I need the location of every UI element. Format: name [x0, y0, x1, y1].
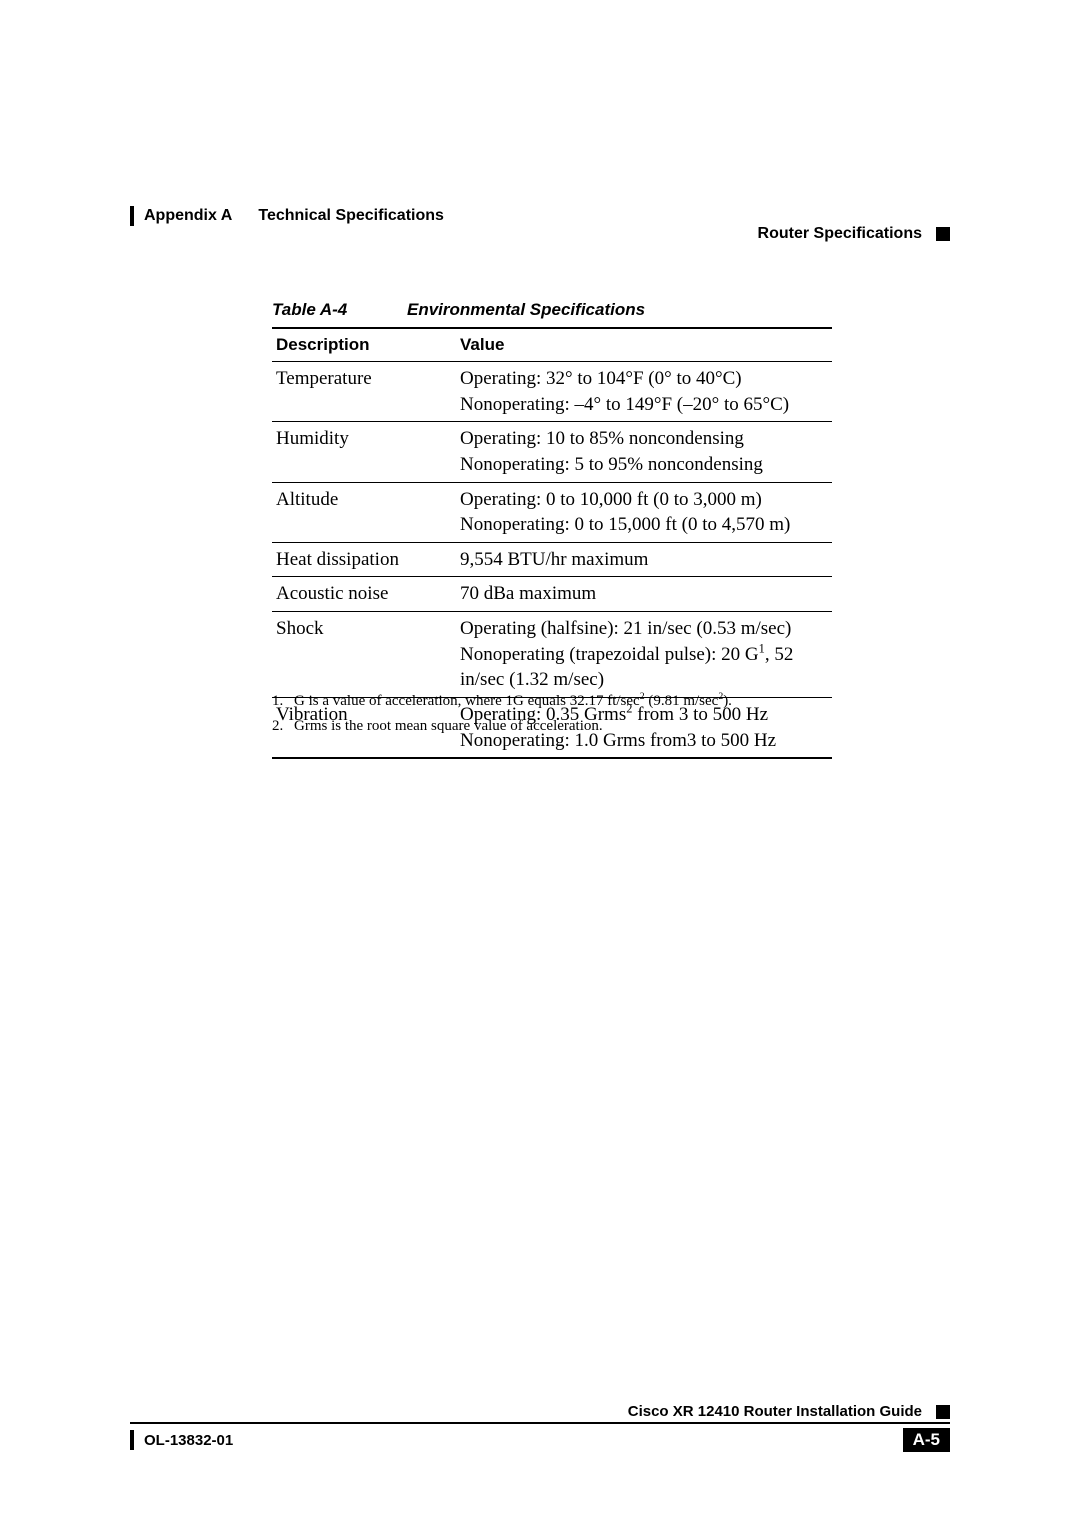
cell-description: Heat dissipation — [272, 542, 456, 577]
cell-value: Operating: 32° to 104°F (0° to 40°C)Nono… — [456, 362, 832, 422]
table-row: HumidityOperating: 10 to 85% noncondensi… — [272, 422, 832, 482]
table-row: Acoustic noise70 dBa maximum — [272, 577, 832, 612]
footer-marker-icon — [936, 1405, 950, 1419]
footer-guide-row: Cisco XR 12410 Router Installation Guide — [628, 1403, 950, 1420]
table-title: Environmental Specifications — [407, 300, 645, 319]
footnote-text: G is a value of acceleration, where 1G e… — [294, 693, 732, 710]
cell-description: Altitude — [272, 482, 456, 542]
footer-doc-number: OL-13832-01 — [144, 1432, 233, 1449]
section-label: Router Specifications — [758, 225, 922, 243]
footnote-text: Grms is the root mean square value of ac… — [294, 718, 603, 735]
cell-description: Humidity — [272, 422, 456, 482]
appendix-label: Appendix A Technical Specifications — [144, 207, 444, 225]
footnote-number: 1. — [272, 693, 294, 710]
cell-description: Temperature — [272, 362, 456, 422]
table-row: TemperatureOperating: 32° to 104°F (0° t… — [272, 362, 832, 422]
table-row: ShockOperating (halfsine): 21 in/sec (0.… — [272, 612, 832, 698]
cell-description: Acoustic noise — [272, 577, 456, 612]
cell-value: 9,554 BTU/hr maximum — [456, 542, 832, 577]
footer-rule — [130, 1422, 950, 1424]
page-number: A-5 — [903, 1428, 950, 1452]
cell-value: Operating (halfsine): 21 in/sec (0.53 m/… — [456, 612, 832, 698]
header-mark-icon — [130, 206, 134, 226]
cell-description: Shock — [272, 612, 456, 698]
cell-value: Operating: 10 to 85% noncondensingNonope… — [456, 422, 832, 482]
footnotes: 1.G is a value of acceleration, where 1G… — [272, 693, 832, 743]
col-header-description: Description — [272, 328, 456, 362]
footer-guide-title: Cisco XR 12410 Router Installation Guide — [628, 1403, 922, 1420]
footer-doc-row: OL-13832-01 — [130, 1430, 233, 1450]
table-number: Table A-4 — [272, 300, 347, 319]
footnote: 2.Grms is the root mean square value of … — [272, 718, 832, 735]
table-header-row: Description Value — [272, 328, 832, 362]
footer-mark-icon — [130, 1430, 134, 1450]
running-header: Appendix A Technical Specifications — [130, 205, 950, 226]
section-marker-icon — [936, 227, 950, 241]
table-row: Heat dissipation9,554 BTU/hr maximum — [272, 542, 832, 577]
table-caption: Table A-4 Environmental Specifications — [272, 300, 645, 320]
section-heading-row: Router Specifications — [758, 225, 950, 243]
table-row: AltitudeOperating: 0 to 10,000 ft (0 to … — [272, 482, 832, 542]
cell-value: 70 dBa maximum — [456, 577, 832, 612]
footnote: 1.G is a value of acceleration, where 1G… — [272, 693, 832, 710]
footnote-number: 2. — [272, 718, 294, 735]
col-header-value: Value — [456, 328, 832, 362]
cell-value: Operating: 0 to 10,000 ft (0 to 3,000 m)… — [456, 482, 832, 542]
